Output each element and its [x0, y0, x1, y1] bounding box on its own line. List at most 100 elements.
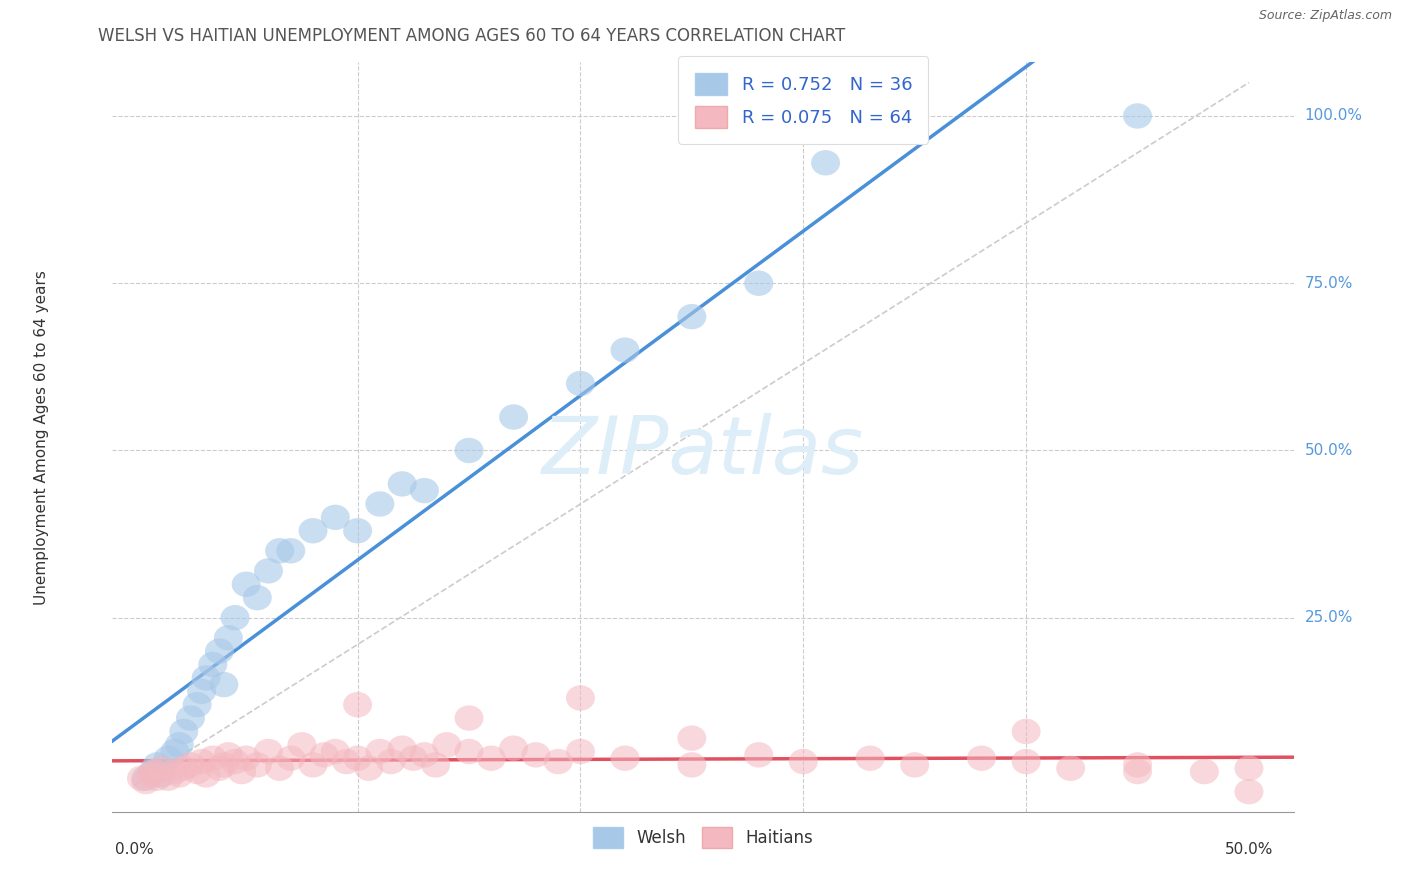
Ellipse shape — [567, 685, 595, 711]
Ellipse shape — [544, 749, 572, 774]
Ellipse shape — [198, 652, 228, 677]
Ellipse shape — [160, 759, 190, 784]
Ellipse shape — [1234, 779, 1264, 805]
Ellipse shape — [343, 518, 373, 543]
Ellipse shape — [254, 558, 283, 583]
Ellipse shape — [142, 765, 172, 791]
Ellipse shape — [567, 739, 595, 764]
Ellipse shape — [187, 679, 217, 704]
Ellipse shape — [388, 471, 416, 497]
Ellipse shape — [454, 706, 484, 731]
Ellipse shape — [160, 739, 190, 764]
Ellipse shape — [499, 404, 529, 430]
Ellipse shape — [153, 746, 183, 771]
Ellipse shape — [187, 749, 217, 774]
Ellipse shape — [343, 692, 373, 717]
Ellipse shape — [138, 759, 167, 784]
Ellipse shape — [343, 746, 373, 771]
Ellipse shape — [610, 337, 640, 363]
Ellipse shape — [1012, 749, 1040, 774]
Text: 25.0%: 25.0% — [1305, 610, 1353, 625]
Ellipse shape — [321, 505, 350, 530]
Ellipse shape — [856, 746, 884, 771]
Text: 50.0%: 50.0% — [1225, 842, 1274, 857]
Ellipse shape — [298, 752, 328, 778]
Ellipse shape — [811, 150, 839, 176]
Ellipse shape — [377, 749, 405, 774]
Text: Source: ZipAtlas.com: Source: ZipAtlas.com — [1258, 9, 1392, 22]
Ellipse shape — [214, 625, 243, 650]
Ellipse shape — [266, 538, 294, 564]
Ellipse shape — [169, 719, 198, 744]
Ellipse shape — [366, 739, 394, 764]
Ellipse shape — [254, 739, 283, 764]
Text: 0.0%: 0.0% — [115, 842, 155, 857]
Ellipse shape — [399, 746, 427, 771]
Ellipse shape — [477, 746, 506, 771]
Ellipse shape — [142, 752, 172, 778]
Ellipse shape — [165, 732, 194, 757]
Ellipse shape — [744, 270, 773, 296]
Ellipse shape — [221, 605, 249, 631]
Ellipse shape — [228, 759, 256, 784]
Ellipse shape — [266, 756, 294, 781]
Ellipse shape — [276, 746, 305, 771]
Ellipse shape — [454, 438, 484, 463]
Ellipse shape — [522, 742, 550, 767]
Ellipse shape — [287, 732, 316, 757]
Ellipse shape — [411, 742, 439, 767]
Ellipse shape — [321, 739, 350, 764]
Ellipse shape — [148, 762, 176, 788]
Ellipse shape — [183, 759, 212, 784]
Ellipse shape — [198, 746, 228, 771]
Ellipse shape — [332, 749, 361, 774]
Ellipse shape — [232, 572, 260, 597]
Ellipse shape — [432, 732, 461, 757]
Ellipse shape — [127, 765, 156, 791]
Ellipse shape — [141, 759, 169, 784]
Text: Unemployment Among Ages 60 to 64 years: Unemployment Among Ages 60 to 64 years — [34, 269, 49, 605]
Ellipse shape — [678, 752, 706, 778]
Text: 100.0%: 100.0% — [1305, 109, 1362, 123]
Ellipse shape — [1234, 756, 1264, 781]
Text: WELSH VS HAITIAN UNEMPLOYMENT AMONG AGES 60 TO 64 YEARS CORRELATION CHART: WELSH VS HAITIAN UNEMPLOYMENT AMONG AGES… — [98, 27, 845, 45]
Ellipse shape — [191, 762, 221, 788]
Ellipse shape — [1123, 759, 1152, 784]
Ellipse shape — [148, 756, 176, 781]
Ellipse shape — [744, 742, 773, 767]
Ellipse shape — [183, 692, 212, 717]
Ellipse shape — [1123, 103, 1152, 128]
Legend: Welsh, Haitians: Welsh, Haitians — [585, 819, 821, 855]
Ellipse shape — [454, 739, 484, 764]
Ellipse shape — [165, 762, 194, 788]
Ellipse shape — [205, 639, 233, 664]
Ellipse shape — [967, 746, 995, 771]
Text: 50.0%: 50.0% — [1305, 443, 1353, 458]
Text: ZIPatlas: ZIPatlas — [541, 413, 865, 491]
Ellipse shape — [1012, 719, 1040, 744]
Ellipse shape — [276, 538, 305, 564]
Ellipse shape — [1123, 752, 1152, 778]
Ellipse shape — [567, 371, 595, 396]
Ellipse shape — [136, 762, 165, 788]
Ellipse shape — [191, 665, 221, 690]
Ellipse shape — [169, 756, 198, 781]
Ellipse shape — [678, 304, 706, 329]
Ellipse shape — [1189, 759, 1219, 784]
Ellipse shape — [411, 478, 439, 503]
Ellipse shape — [131, 769, 160, 795]
Ellipse shape — [354, 756, 384, 781]
Ellipse shape — [221, 749, 249, 774]
Ellipse shape — [298, 518, 328, 543]
Ellipse shape — [214, 742, 243, 767]
Ellipse shape — [232, 746, 260, 771]
Ellipse shape — [610, 746, 640, 771]
Ellipse shape — [678, 725, 706, 751]
Ellipse shape — [499, 735, 529, 761]
Ellipse shape — [176, 706, 205, 731]
Text: 75.0%: 75.0% — [1305, 276, 1353, 291]
Ellipse shape — [388, 735, 416, 761]
Ellipse shape — [1056, 756, 1085, 781]
Ellipse shape — [366, 491, 394, 516]
Ellipse shape — [309, 742, 339, 767]
